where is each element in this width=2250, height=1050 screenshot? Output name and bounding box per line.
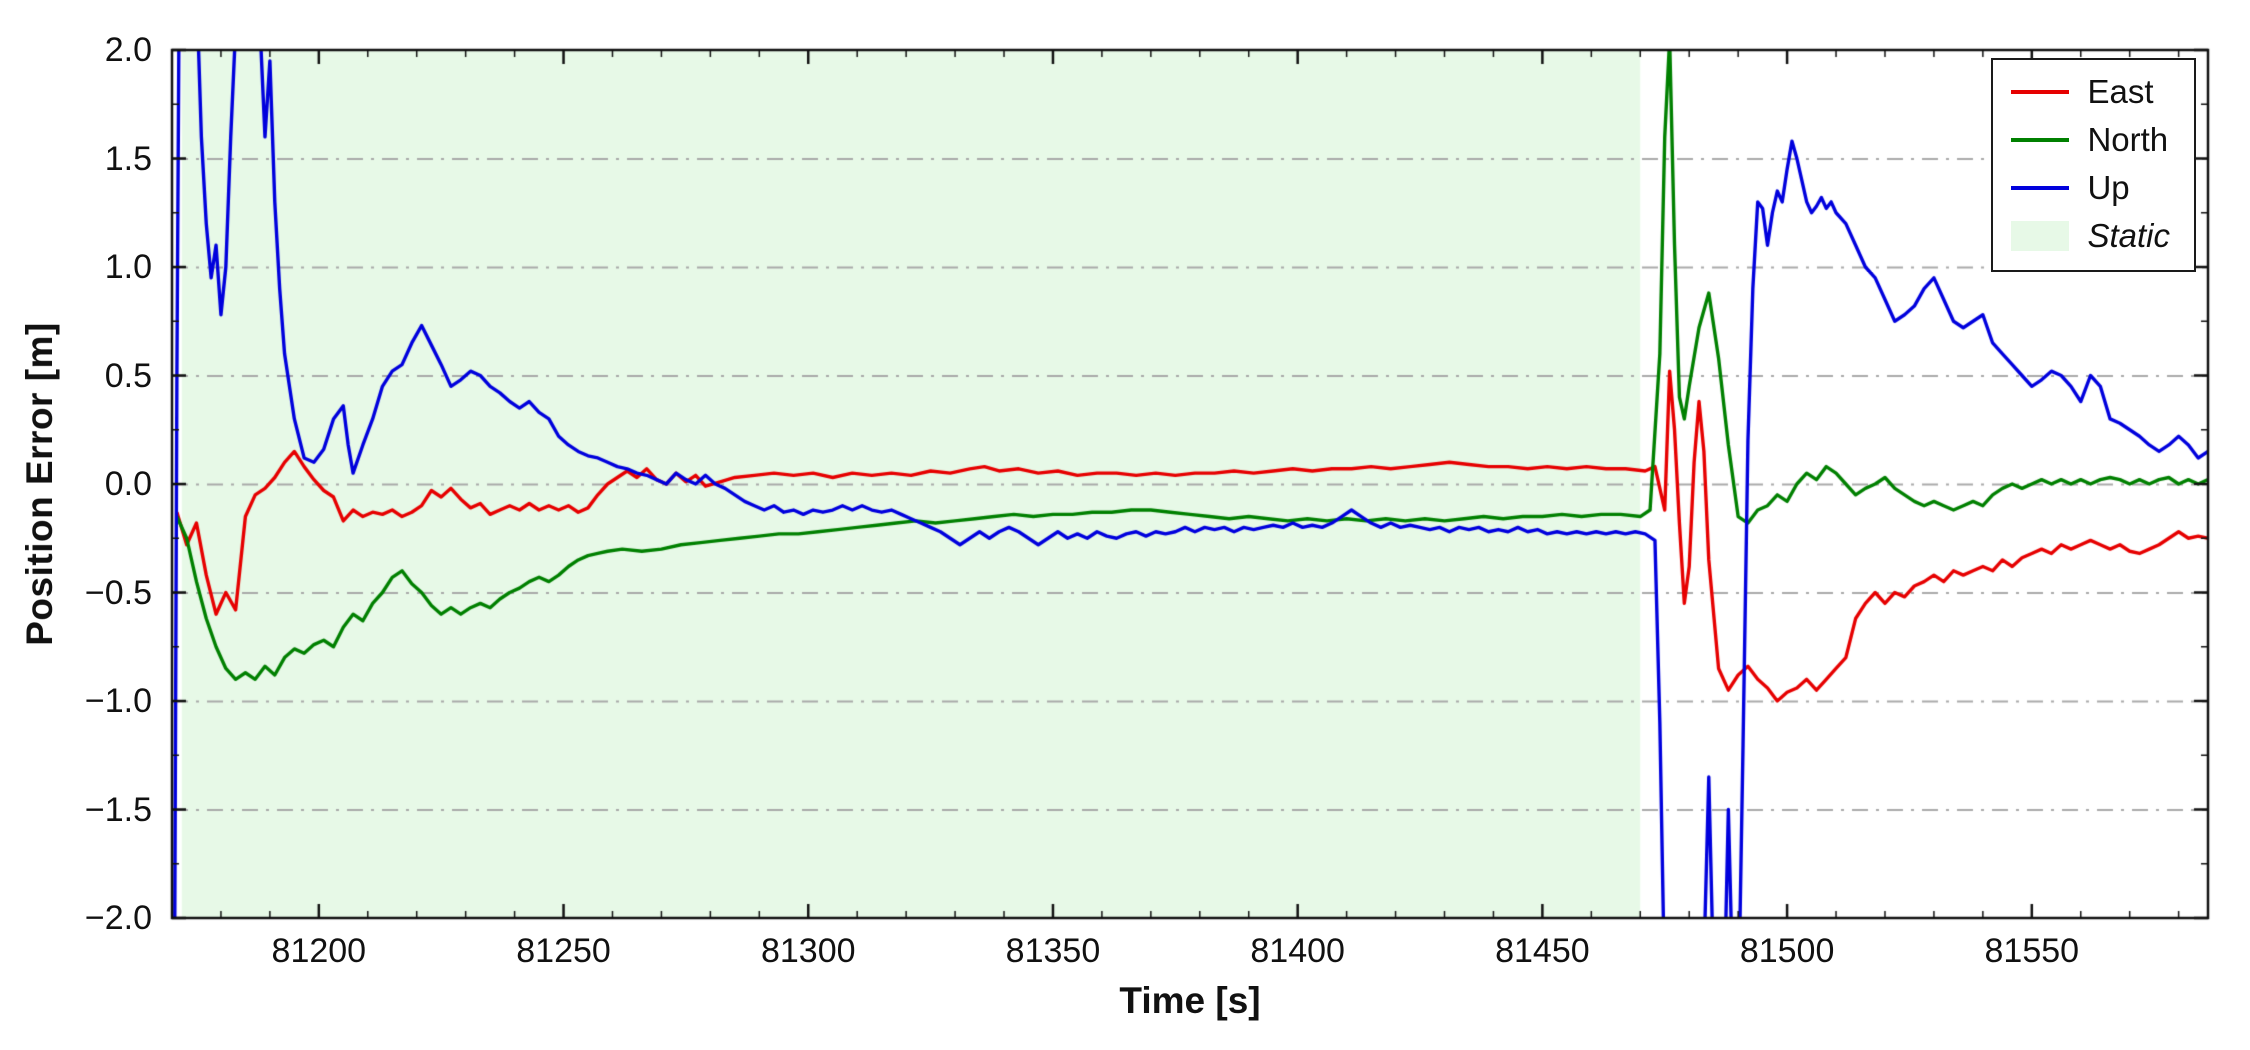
legend-label-east: East (2087, 73, 2154, 110)
legend-label-static: Static (2087, 217, 2170, 254)
y-tick-label: −0.5 (84, 573, 152, 612)
x-tick-label: 81400 (1250, 932, 1345, 970)
y-tick-label: 0.0 (104, 465, 152, 503)
legend-item-static: Static (2011, 216, 2170, 256)
legend-item-up: Up (2011, 168, 2170, 208)
y-tick-label: 0.5 (104, 356, 152, 395)
x-tick-label: 81250 (516, 932, 611, 970)
north-line-swatch-icon (2011, 138, 2070, 142)
legend-label-up: Up (2087, 169, 2130, 206)
y-tick-label: −2.0 (84, 899, 152, 937)
legend-label-north: North (2087, 121, 2169, 158)
y-tick-label: −1.5 (84, 790, 152, 829)
east-line-swatch-icon (2011, 90, 2070, 94)
up-line-swatch-icon (2011, 186, 2070, 190)
x-tick-label: 81350 (1005, 932, 1101, 970)
x-tick-label: 81200 (271, 932, 367, 970)
y-tick-label: −1.0 (84, 682, 152, 720)
static-region-swatch-icon (2011, 221, 2070, 251)
legend: East North Up Static (1991, 58, 2196, 272)
legend-item-north: North (2011, 120, 2170, 160)
y-tick-label: 1.5 (104, 139, 152, 178)
x-axis-title: Time [s] (1119, 980, 1261, 1021)
x-tick-label: 81450 (1495, 932, 1590, 970)
x-tick-label: 81300 (760, 932, 856, 970)
x-tick-label: 81500 (1739, 932, 1835, 970)
x-tick-label: 81550 (1984, 932, 2080, 970)
y-tick-label: 1.0 (104, 248, 152, 286)
y-tick-label: 2.0 (104, 31, 152, 69)
legend-item-east: East (2011, 72, 2170, 112)
